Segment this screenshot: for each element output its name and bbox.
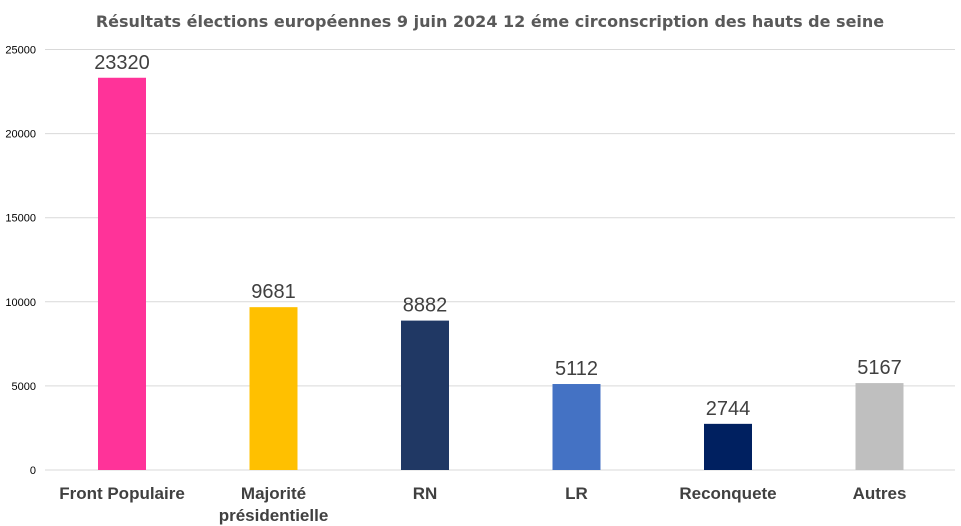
x-tick-label: présidentielle [219,506,329,525]
bar [552,384,601,470]
bar [249,307,298,470]
x-tick-label: RN [413,484,438,503]
x-tick-label: LR [565,484,588,503]
data-labels: 23320 9681 8882 5112 2744 5167 [94,52,902,420]
data-label: 5112 [555,358,598,380]
gridlines [45,49,955,471]
data-label: 23320 [94,52,150,74]
y-axis-ticks: 0 5000 10000 15000 20000 25000 [5,45,36,478]
x-axis-ticks: Front Populaire Majorité présidentielle RN L… [59,484,906,525]
data-label: 8882 [403,295,448,317]
y-tick-label: 5000 [12,381,36,393]
chart-title: Résultats élections européennes 9 juin 2… [96,12,884,31]
y-tick-label: 15000 [5,213,36,225]
x-tick-label: Majorité [241,484,306,503]
bar [98,77,146,470]
y-tick-label: 20000 [5,129,36,141]
bars [98,77,904,470]
x-tick-label: Front Populaire [59,484,185,503]
data-label: 5167 [857,357,902,379]
y-tick-label: 10000 [5,297,36,309]
y-tick-label: 0 [30,465,36,477]
bar [401,320,449,470]
x-tick-label: Autres [853,484,907,503]
data-label: 9681 [251,281,296,303]
y-tick-label: 25000 [5,45,36,57]
bar [855,383,904,470]
bar [704,423,752,470]
x-tick-label: Reconquete [679,484,776,503]
data-label: 2744 [706,398,751,420]
